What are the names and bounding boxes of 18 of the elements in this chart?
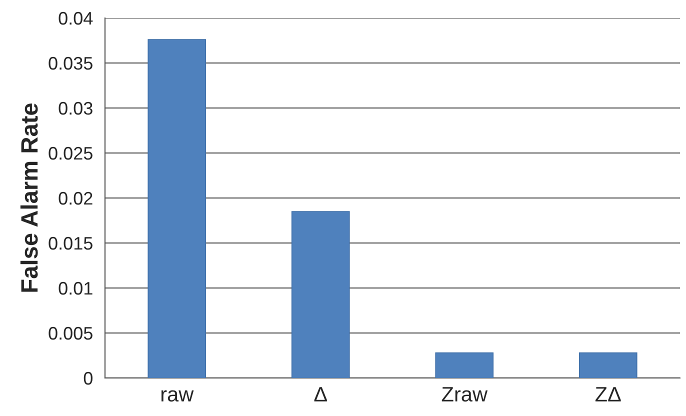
x-tick-label: ZΔ <box>595 387 621 402</box>
y-tick-label: 0 <box>84 372 92 385</box>
bar <box>291 211 350 378</box>
y-tick-label: 0.03 <box>58 102 92 115</box>
y-tick-label: 0.01 <box>58 282 92 295</box>
x-tick-label: raw <box>161 390 194 402</box>
y-tick-label: 0.015 <box>48 236 92 250</box>
y-tick-label: 0.005 <box>48 326 92 340</box>
bar <box>435 352 494 378</box>
y-tick-label: 0.025 <box>48 146 92 160</box>
x-tick-label: Δ <box>314 387 327 402</box>
y-tick-label: 0.04 <box>58 12 93 25</box>
y-tick-label: 0.035 <box>48 56 92 70</box>
x-tick-label: Zraw <box>442 387 488 402</box>
bar <box>148 39 206 378</box>
y-axis-title: False Alarm Rate <box>20 103 38 292</box>
bar <box>578 352 638 378</box>
y-tick-label: 0.02 <box>58 192 92 205</box>
